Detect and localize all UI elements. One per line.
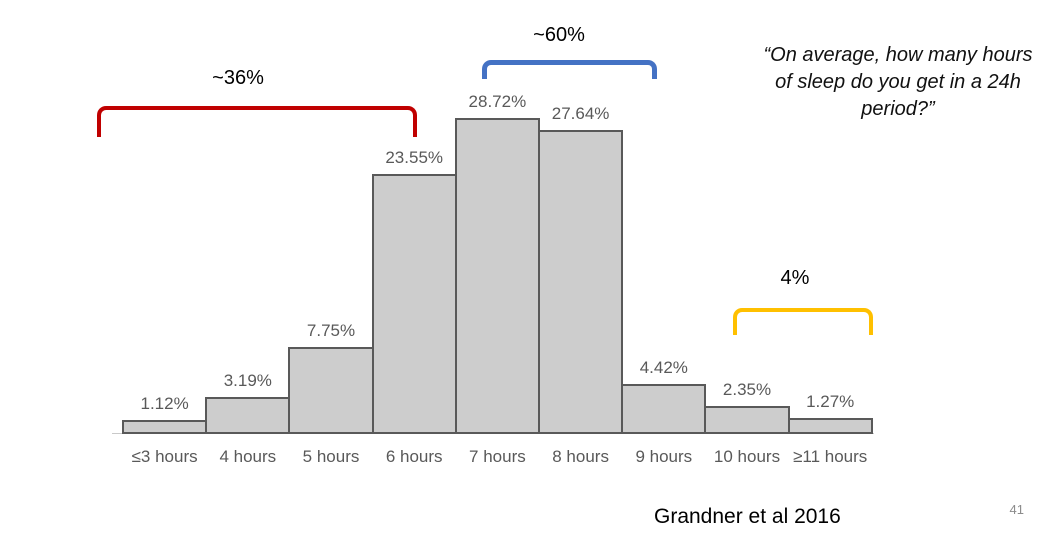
quote-line-3: period?” <box>861 98 935 120</box>
x-axis-label: ≥11 hours <box>793 447 868 466</box>
x-axis-label: 5 hours <box>302 447 360 466</box>
bracket-annotation <box>97 106 417 137</box>
page-number: 41 <box>1009 502 1024 517</box>
bracket-label: ~36% <box>212 67 264 89</box>
bar-value-label: 2.35% <box>722 380 772 400</box>
bracket-label: ~60% <box>533 24 585 46</box>
x-axis-label: ≤3 hours <box>131 447 198 466</box>
x-axis-label: 7 hours <box>469 447 526 466</box>
bar-value-label: 1.27% <box>806 392 855 412</box>
bar <box>621 383 707 434</box>
bar-value-label: 4.42% <box>639 357 688 377</box>
bar-value-label: 28.72% <box>468 91 527 111</box>
quote-line-1: “On average, how many hours <box>763 44 1033 66</box>
bar-value-label: 7.75% <box>306 321 356 341</box>
survey-question-quote: “On average, how many hours of sleep do … <box>737 42 1059 123</box>
x-axis-label: 6 hours <box>385 447 443 466</box>
bracket-label: 4% <box>780 267 810 289</box>
x-axis-label: 9 hours <box>635 447 693 466</box>
bar <box>288 347 374 434</box>
bar <box>371 174 457 434</box>
bar <box>205 397 291 434</box>
bar <box>538 129 624 434</box>
bar <box>787 418 873 434</box>
bar-value-label: 1.12% <box>140 393 189 413</box>
bar-value-label: 27.64% <box>551 103 610 123</box>
bar <box>454 117 540 434</box>
bar <box>122 419 208 434</box>
x-axis-label: 8 hours <box>552 447 609 466</box>
bar-value-label: 3.19% <box>223 371 272 391</box>
x-axis-label: 4 hours <box>219 447 277 466</box>
bracket-annotation <box>482 60 657 79</box>
x-axis-label: 10 hours <box>713 447 781 466</box>
bar-value-label: 23.55% <box>385 148 444 168</box>
bracket-annotation <box>733 308 873 335</box>
quote-line-2: of sleep do you get in a 24h <box>775 71 1021 93</box>
citation: Grandner et al 2016 <box>654 505 841 528</box>
bar <box>704 406 790 434</box>
